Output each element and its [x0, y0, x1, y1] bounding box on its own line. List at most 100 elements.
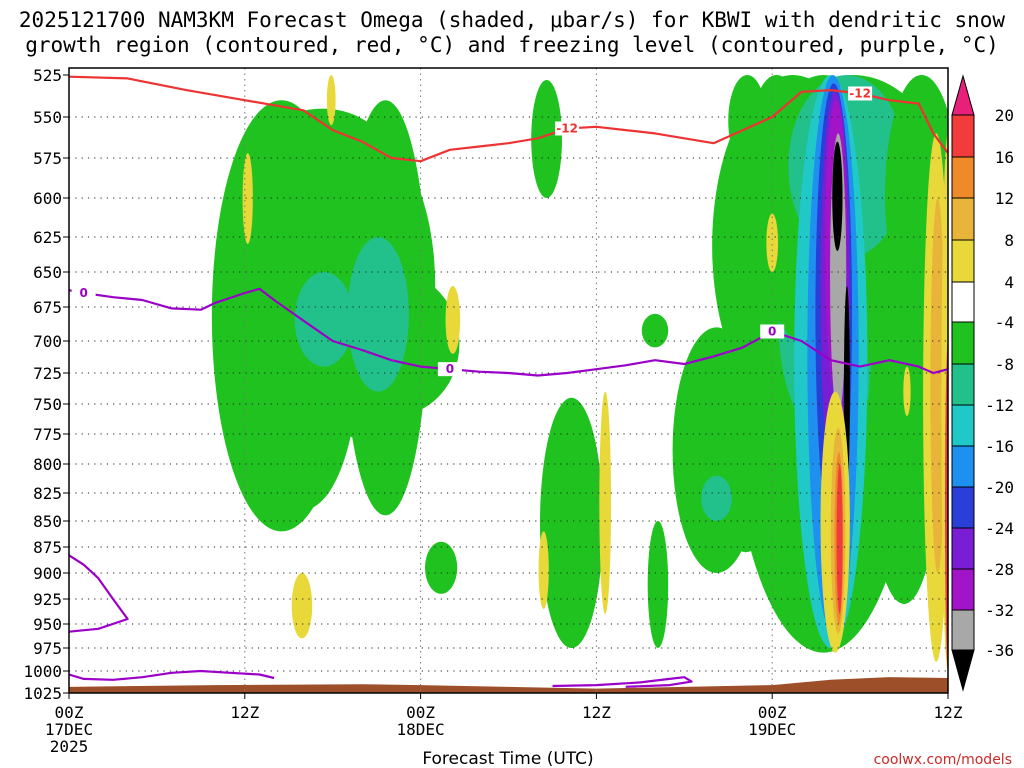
y-tick-label: 775 [33, 425, 62, 444]
y-tick-label: 700 [33, 332, 62, 351]
colorbar-label: 4 [1004, 273, 1014, 292]
colorbar-label: -32 [985, 601, 1014, 620]
x-tick-label: 2025 [50, 737, 89, 756]
colorbar-bin [951, 321, 975, 365]
colorbar-bin [951, 363, 975, 406]
colorbar-bin [951, 568, 975, 611]
contour-label-bg [848, 86, 873, 101]
chart-title-line2: growth region (contoured, red, °C) and f… [25, 33, 999, 57]
y-tick-label: 550 [33, 108, 62, 127]
contour-label-bg [71, 286, 96, 300]
x-tick-label: 12Z [934, 703, 963, 722]
y-tick-label: 950 [33, 615, 62, 634]
colorbar-label: -8 [995, 355, 1014, 374]
contour-label-bg [555, 121, 580, 136]
terrain-fill [69, 677, 948, 693]
y-tick-label: 850 [33, 512, 62, 531]
colorbar-bin [951, 281, 975, 323]
y-tick-label: 975 [33, 639, 62, 658]
y-tick-label: 750 [33, 395, 62, 414]
x-tick-label: 18DEC [397, 720, 445, 739]
omega-shade-region [326, 75, 336, 126]
omega-shade-region [647, 521, 669, 648]
contour-label: 0 [768, 324, 776, 338]
contour-label: 0 [79, 286, 87, 300]
x-tick-label: 00Z [55, 703, 84, 722]
y-tick-label: 875 [33, 538, 62, 557]
colorbar-label: -20 [985, 478, 1014, 497]
y-tick-label: 525 [33, 66, 62, 85]
colorbar-bin [951, 114, 975, 158]
y-axis-ticks: 525 550 575 600 625 650 675 700 725 750 775 800 825 8… [23, 66, 69, 703]
contour-line [69, 554, 129, 633]
colorbar-label: -28 [985, 560, 1014, 579]
colorbar-bin [951, 239, 975, 283]
colorbar: 20 16 12 8 4 -4 -8 -12 -16 -20 -24 -28 -32 -36 [951, 74, 1014, 692]
colorbar-bin [951, 74, 975, 116]
y-tick-label: 900 [33, 564, 62, 583]
colorbar-label: -12 [985, 396, 1014, 415]
omega-shade-region [424, 541, 458, 594]
y-tick-label: 800 [33, 455, 62, 474]
omega-shade-region [569, 552, 606, 573]
credit-text: coolwx.com/models [874, 752, 1012, 768]
colorbar-bin [951, 527, 975, 570]
colorbar-label: 12 [995, 189, 1014, 208]
contour-label-bg [760, 324, 785, 339]
y-tick-label: 825 [33, 484, 62, 503]
colorbar-bin [951, 445, 975, 488]
contour-layer: 0 0 0 -12 -12 [69, 75, 948, 688]
omega-shading-layer [211, 75, 948, 671]
y-tick-label: 675 [33, 298, 62, 317]
contour-label-bg [437, 362, 462, 377]
omega-shade-region [538, 531, 549, 609]
omega-shade-region [531, 80, 562, 198]
omega-shade-region [701, 475, 732, 521]
y-tick-label: 625 [33, 228, 62, 247]
omega-shade-region [539, 397, 603, 648]
x-tick-label: 12Z [582, 703, 611, 722]
x-tick-label: 12Z [230, 703, 259, 722]
contour-line [69, 669, 275, 681]
y-tick-label: 1000 [23, 662, 62, 681]
contour-line [69, 287, 948, 377]
plot-frame [68, 67, 949, 694]
omega-shade-region [903, 366, 911, 416]
colorbar-label: -4 [995, 313, 1014, 332]
x-tick-label: 00Z [406, 703, 435, 722]
colorbar-label: -24 [985, 519, 1014, 538]
omega-shade-region [599, 391, 612, 614]
contour-line [552, 676, 693, 688]
contour-label: 0 [446, 362, 454, 376]
omega-shade-region [347, 236, 409, 392]
omega-shade-region [445, 286, 461, 354]
y-tick-label: 925 [33, 590, 62, 609]
colorbar-bin [951, 649, 975, 692]
omega-shade-region [836, 464, 843, 614]
omega-shade-region [242, 153, 253, 244]
omega-shade-region [832, 141, 843, 251]
colorbar-label: 16 [995, 148, 1014, 167]
colorbar-bin [951, 197, 975, 241]
omega-shade-region [867, 272, 941, 604]
y-tick-label: 600 [33, 189, 62, 208]
colorbar-label: -16 [985, 437, 1014, 456]
omega-shade-region [641, 313, 669, 348]
x-axis-label: Forecast Time (UTC) [422, 749, 593, 768]
terrain-layer [69, 677, 948, 693]
colorbar-bin [951, 486, 975, 529]
y-tick-label: 1025 [23, 684, 62, 703]
x-tick-label: 19DEC [748, 720, 796, 739]
omega-shade-region [930, 198, 946, 573]
colorbar-bin [951, 609, 975, 651]
colorbar-bin [951, 156, 975, 199]
contour-line [69, 75, 948, 163]
colorbar-label: -36 [985, 641, 1014, 660]
colorbar-bin [951, 404, 975, 447]
x-tick-label: 00Z [758, 703, 787, 722]
chart-title-line1: 2025121700 NAM3KM Forecast Omega (shaded… [18, 8, 1006, 32]
y-tick-label: 575 [33, 149, 62, 168]
colorbar-label: 8 [1004, 231, 1014, 250]
